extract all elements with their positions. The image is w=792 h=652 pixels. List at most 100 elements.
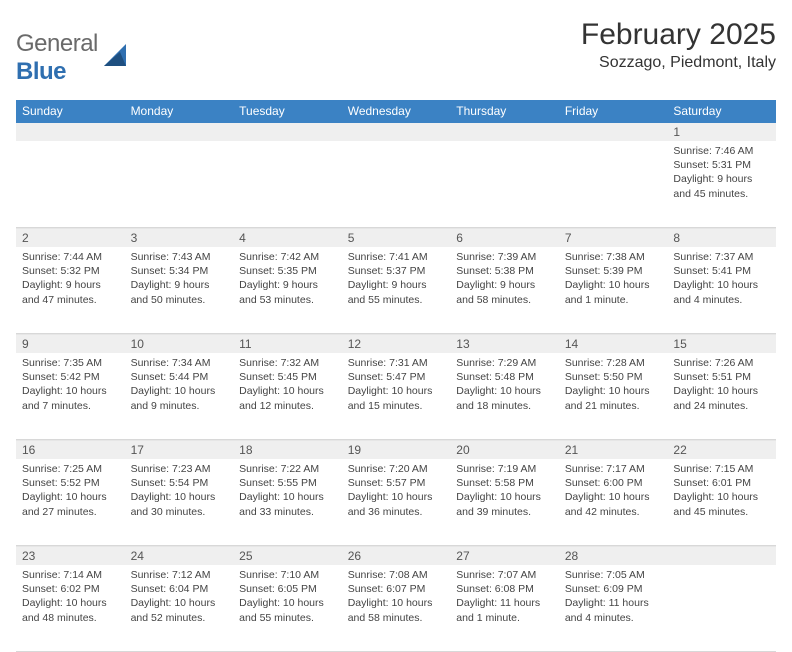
day-cell [342, 141, 451, 227]
daylight-text-2: and 30 minutes. [131, 505, 228, 519]
day-number: 28 [559, 546, 668, 565]
daylight-text-2: and 1 minute. [565, 293, 662, 307]
day-cell: Sunrise: 7:31 AMSunset: 5:47 PMDaylight:… [342, 353, 451, 439]
day-number-row: 1 [16, 123, 776, 141]
week-row: 1Sunrise: 7:46 AMSunset: 5:31 PMDaylight… [16, 123, 776, 228]
day-cell: Sunrise: 7:34 AMSunset: 5:44 PMDaylight:… [125, 353, 234, 439]
daylight-text-2: and 21 minutes. [565, 399, 662, 413]
sunrise-text: Sunrise: 7:39 AM [456, 250, 553, 264]
daylight-text-2: and 15 minutes. [348, 399, 445, 413]
day-number: 21 [559, 440, 668, 459]
daylight-text: Daylight: 11 hours [565, 596, 662, 610]
daylight-text: Daylight: 10 hours [456, 490, 553, 504]
sunrise-text: Sunrise: 7:10 AM [239, 568, 336, 582]
sunrise-text: Sunrise: 7:35 AM [22, 356, 119, 370]
daylight-text-2: and 50 minutes. [131, 293, 228, 307]
week-content-row: Sunrise: 7:44 AMSunset: 5:32 PMDaylight:… [16, 247, 776, 334]
day-number: 7 [559, 228, 668, 247]
day-of-week-row: Sunday Monday Tuesday Wednesday Thursday… [16, 100, 776, 123]
sunrise-text: Sunrise: 7:29 AM [456, 356, 553, 370]
sunrise-text: Sunrise: 7:26 AM [673, 356, 770, 370]
sunrise-text: Sunrise: 7:07 AM [456, 568, 553, 582]
daylight-text-2: and 4 minutes. [673, 293, 770, 307]
sunrise-text: Sunrise: 7:31 AM [348, 356, 445, 370]
sunset-text: Sunset: 5:38 PM [456, 264, 553, 278]
daylight-text: Daylight: 10 hours [239, 490, 336, 504]
daylight-text: Daylight: 10 hours [22, 384, 119, 398]
week-row: 232425262728Sunrise: 7:14 AMSunset: 6:02… [16, 546, 776, 652]
day-number-row: 2345678 [16, 228, 776, 247]
day-cell: Sunrise: 7:23 AMSunset: 5:54 PMDaylight:… [125, 459, 234, 545]
day-cell: Sunrise: 7:37 AMSunset: 5:41 PMDaylight:… [667, 247, 776, 333]
sunrise-text: Sunrise: 7:19 AM [456, 462, 553, 476]
daylight-text-2: and 18 minutes. [456, 399, 553, 413]
dow-saturday: Saturday [667, 100, 776, 123]
daylight-text-2: and 36 minutes. [348, 505, 445, 519]
sunrise-text: Sunrise: 7:44 AM [22, 250, 119, 264]
day-cell: Sunrise: 7:25 AMSunset: 5:52 PMDaylight:… [16, 459, 125, 545]
daylight-text-2: and 39 minutes. [456, 505, 553, 519]
daylight-text-2: and 47 minutes. [22, 293, 119, 307]
logo-sail-icon [102, 42, 130, 75]
sunrise-text: Sunrise: 7:23 AM [131, 462, 228, 476]
day-number: 6 [450, 228, 559, 247]
daylight-text: Daylight: 10 hours [131, 596, 228, 610]
week-row: 9101112131415Sunrise: 7:35 AMSunset: 5:4… [16, 334, 776, 440]
day-cell: Sunrise: 7:26 AMSunset: 5:51 PMDaylight:… [667, 353, 776, 439]
day-cell: Sunrise: 7:10 AMSunset: 6:05 PMDaylight:… [233, 565, 342, 651]
weeks-container: 1Sunrise: 7:46 AMSunset: 5:31 PMDaylight… [16, 123, 776, 652]
day-number-row: 9101112131415 [16, 334, 776, 353]
logo-word-1: General [16, 30, 98, 57]
day-number [450, 123, 559, 141]
day-number: 27 [450, 546, 559, 565]
daylight-text: Daylight: 10 hours [239, 384, 336, 398]
sunset-text: Sunset: 6:01 PM [673, 476, 770, 490]
sunrise-text: Sunrise: 7:15 AM [673, 462, 770, 476]
sunset-text: Sunset: 5:42 PM [22, 370, 119, 384]
day-number: 11 [233, 334, 342, 353]
sunset-text: Sunset: 5:34 PM [131, 264, 228, 278]
day-cell: Sunrise: 7:46 AMSunset: 5:31 PMDaylight:… [667, 141, 776, 227]
month-title: February 2025 [581, 18, 776, 52]
daylight-text-2: and 7 minutes. [22, 399, 119, 413]
daylight-text-2: and 58 minutes. [348, 611, 445, 625]
daylight-text: Daylight: 9 hours [22, 278, 119, 292]
sunset-text: Sunset: 5:54 PM [131, 476, 228, 490]
week-row: 2345678Sunrise: 7:44 AMSunset: 5:32 PMDa… [16, 228, 776, 334]
dow-monday: Monday [125, 100, 234, 123]
daylight-text-2: and 42 minutes. [565, 505, 662, 519]
daylight-text: Daylight: 9 hours [673, 172, 770, 186]
sunrise-text: Sunrise: 7:43 AM [131, 250, 228, 264]
sunrise-text: Sunrise: 7:38 AM [565, 250, 662, 264]
daylight-text-2: and 12 minutes. [239, 399, 336, 413]
calendar: Sunday Monday Tuesday Wednesday Thursday… [16, 100, 776, 652]
daylight-text: Daylight: 10 hours [348, 490, 445, 504]
daylight-text: Daylight: 11 hours [456, 596, 553, 610]
day-cell: Sunrise: 7:42 AMSunset: 5:35 PMDaylight:… [233, 247, 342, 333]
daylight-text: Daylight: 10 hours [565, 490, 662, 504]
sunset-text: Sunset: 6:00 PM [565, 476, 662, 490]
sunrise-text: Sunrise: 7:20 AM [348, 462, 445, 476]
daylight-text-2: and 27 minutes. [22, 505, 119, 519]
day-cell: Sunrise: 7:15 AMSunset: 6:01 PMDaylight:… [667, 459, 776, 545]
sunset-text: Sunset: 5:48 PM [456, 370, 553, 384]
day-cell: Sunrise: 7:20 AMSunset: 5:57 PMDaylight:… [342, 459, 451, 545]
header: General Blue February 2025 Sozzago, Pied… [16, 18, 776, 86]
day-number [233, 123, 342, 141]
daylight-text-2: and 9 minutes. [131, 399, 228, 413]
day-cell: Sunrise: 7:12 AMSunset: 6:04 PMDaylight:… [125, 565, 234, 651]
sunset-text: Sunset: 6:08 PM [456, 582, 553, 596]
week-content-row: Sunrise: 7:14 AMSunset: 6:02 PMDaylight:… [16, 565, 776, 652]
day-cell [559, 141, 668, 227]
day-cell: Sunrise: 7:32 AMSunset: 5:45 PMDaylight:… [233, 353, 342, 439]
day-cell: Sunrise: 7:29 AMSunset: 5:48 PMDaylight:… [450, 353, 559, 439]
day-number: 22 [667, 440, 776, 459]
day-cell: Sunrise: 7:39 AMSunset: 5:38 PMDaylight:… [450, 247, 559, 333]
daylight-text: Daylight: 9 hours [239, 278, 336, 292]
day-number: 24 [125, 546, 234, 565]
day-number [342, 123, 451, 141]
sunset-text: Sunset: 5:55 PM [239, 476, 336, 490]
day-cell [16, 141, 125, 227]
week-content-row: Sunrise: 7:25 AMSunset: 5:52 PMDaylight:… [16, 459, 776, 546]
day-number: 16 [16, 440, 125, 459]
